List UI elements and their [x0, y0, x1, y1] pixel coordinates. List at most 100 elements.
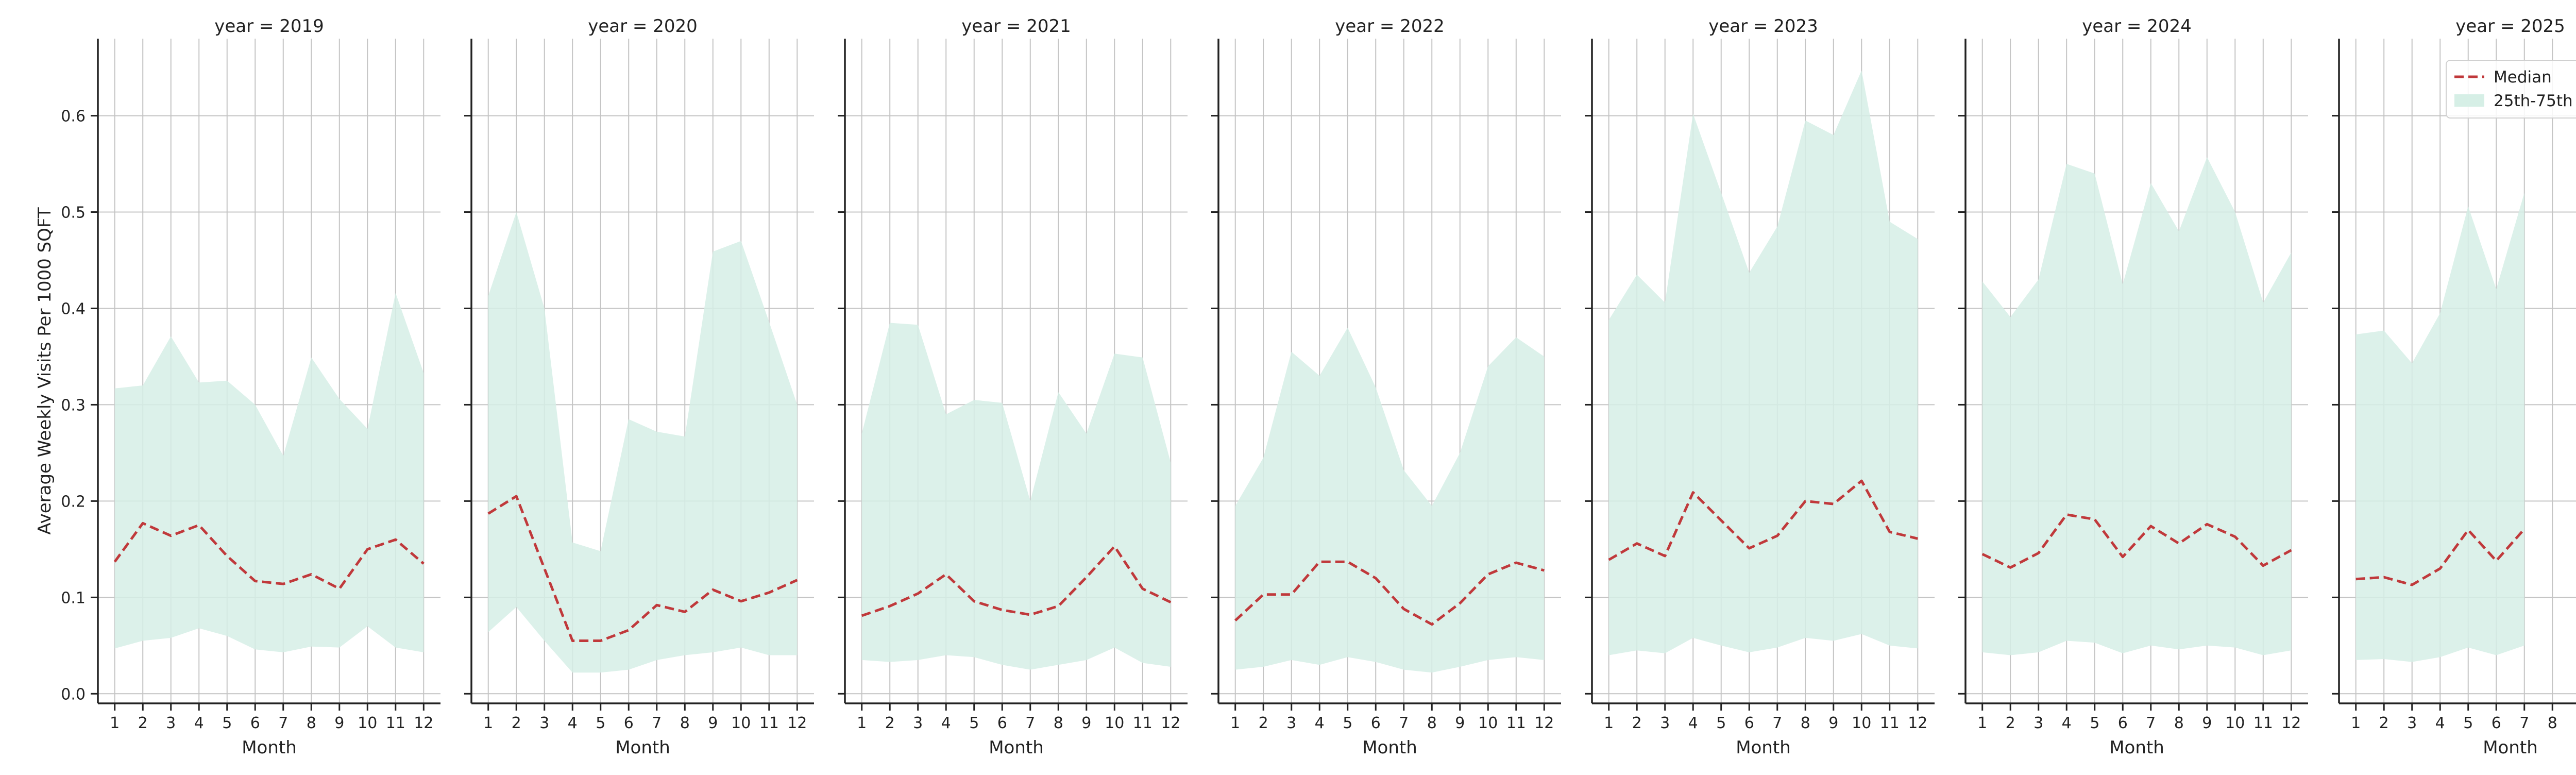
x-tick-label: 7 — [2146, 714, 2156, 732]
x-tick-label: 8 — [680, 714, 690, 732]
panel-title: year = 2023 — [1708, 16, 1818, 37]
panel-title: year = 2021 — [961, 16, 1071, 37]
x-tick-label: 7 — [1025, 714, 1035, 732]
x-tick-label: 9 — [708, 714, 718, 732]
x-tick-label: 5 — [2463, 714, 2473, 732]
x-tick-label: 12 — [1161, 714, 1180, 732]
median-line — [487, 495, 798, 642]
x-tick-label: 2 — [1259, 714, 1268, 732]
x-tick-label: 4 — [941, 714, 951, 732]
x-tick-label: 2 — [512, 714, 521, 732]
x-tick-label: 8 — [1427, 714, 1437, 732]
x-tick-label: 3 — [913, 714, 923, 732]
x-tick-label: 5 — [222, 714, 232, 732]
y-tick-label: 0.6 — [61, 108, 86, 126]
x-tick-label: 3 — [1286, 714, 1296, 732]
x-tick-label: 1 — [1604, 714, 1614, 732]
x-tick-label: 5 — [1716, 714, 1726, 732]
x-tick-label: 6 — [250, 714, 260, 732]
x-tick-label: 5 — [1343, 714, 1352, 732]
panel-title: year = 2019 — [214, 16, 324, 37]
x-tick-label: 6 — [2118, 714, 2128, 732]
y-tick-label: 0.1 — [61, 589, 86, 607]
legend-band-swatch — [2454, 94, 2484, 107]
x-tick-label: 4 — [2435, 714, 2445, 732]
x-tick-label: 10 — [731, 714, 751, 732]
x-axis-label: Month — [242, 737, 297, 758]
legend-median-label: Median — [2494, 68, 2552, 87]
percentile-band — [1982, 157, 2292, 655]
median-line — [1234, 560, 1545, 626]
x-tick-label: 7 — [278, 714, 288, 732]
y-tick-label: 0.2 — [61, 493, 86, 511]
panel-title: year = 2022 — [1335, 16, 1444, 37]
x-tick-label: 12 — [1908, 714, 1927, 732]
x-tick-label: 7 — [2519, 714, 2529, 732]
y-axis-label: Average Weekly Visits Per 1000 SQFT — [35, 207, 55, 535]
x-tick-label: 5 — [2090, 714, 2099, 732]
x-tick-label: 4 — [568, 714, 578, 732]
x-tick-label: 3 — [166, 714, 176, 732]
x-tick-label: 7 — [652, 714, 662, 732]
x-tick-label: 10 — [1478, 714, 1498, 732]
x-tick-label: 8 — [2174, 714, 2184, 732]
x-tick-label: 3 — [1660, 714, 1670, 732]
x-tick-label: 3 — [2407, 714, 2417, 732]
x-tick-label: 10 — [358, 714, 377, 732]
x-tick-label: 6 — [624, 714, 634, 732]
x-tick-label: 1 — [1230, 714, 1240, 732]
x-axis-label: Month — [2483, 737, 2538, 758]
x-tick-label: 9 — [2202, 714, 2212, 732]
median-line — [113, 521, 425, 590]
x-tick-label: 11 — [1506, 714, 1526, 732]
x-tick-label: 1 — [110, 714, 120, 732]
x-tick-label: 2 — [138, 714, 148, 732]
x-tick-label: 7 — [1399, 714, 1409, 732]
x-tick-label: 10 — [1852, 714, 1871, 732]
legend: Median 25th-75th Percentile — [2446, 60, 2576, 119]
x-tick-label: 2 — [2006, 714, 2015, 732]
x-tick-label: 1 — [483, 714, 493, 732]
x-tick-label: 11 — [759, 714, 779, 732]
median-line — [2355, 528, 2526, 586]
x-tick-label: 7 — [1772, 714, 1782, 732]
x-tick-label: 8 — [307, 714, 316, 732]
percentile-band — [114, 293, 424, 652]
x-tick-label: 9 — [1081, 714, 1091, 732]
y-tick-label: 0.3 — [61, 396, 86, 414]
panel-1: 0.00.10.20.30.40.50.61 2 3 4 5 6 7 8 9 10 11 12Mont… — [61, 16, 440, 758]
legend-band-label: 25th-75th Percentile — [2494, 92, 2576, 110]
x-axis-label: Month — [2109, 737, 2164, 758]
panel-title: year = 2020 — [588, 16, 697, 37]
x-tick-label: 9 — [334, 714, 344, 732]
median-line — [1981, 513, 2292, 569]
x-tick-label: 6 — [1744, 714, 1754, 732]
percentile-band — [1608, 70, 1918, 655]
percentile-band — [861, 323, 1171, 670]
x-tick-label: 3 — [2033, 714, 2043, 732]
x-tick-label: 8 — [1054, 714, 1063, 732]
y-tick-label: 0.5 — [61, 204, 86, 222]
x-tick-label: 6 — [997, 714, 1007, 732]
x-tick-label: 1 — [2351, 714, 2361, 732]
x-axis-label: Month — [615, 737, 670, 758]
x-tick-label: 11 — [2253, 714, 2273, 732]
x-tick-label: 2 — [1632, 714, 1642, 732]
x-tick-label: 1 — [1977, 714, 1987, 732]
x-axis-label: Month — [989, 737, 1044, 758]
x-axis-label: Month — [1736, 737, 1791, 758]
x-tick-label: 4 — [2062, 714, 2072, 732]
panel-title: year = 2024 — [2082, 16, 2191, 37]
x-axis-label: Month — [1362, 737, 1417, 758]
x-tick-label: 3 — [539, 714, 549, 732]
x-tick-label: 4 — [194, 714, 204, 732]
x-tick-label: 11 — [386, 714, 405, 732]
y-tick-label: 0.4 — [61, 300, 86, 318]
